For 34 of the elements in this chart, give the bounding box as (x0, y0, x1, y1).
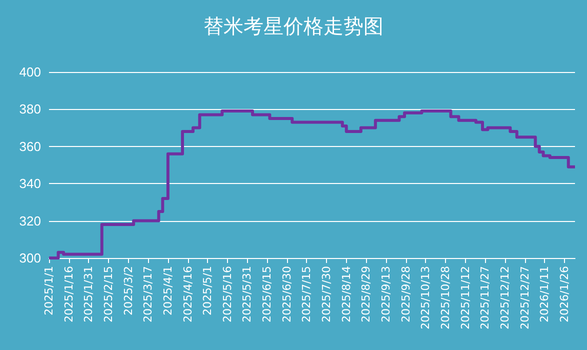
x-tick-label: 2025/7/30 (320, 266, 334, 322)
x-tick-label: 2025/8/14 (340, 266, 353, 322)
x-tick-label: 2025/10/28 (438, 266, 452, 330)
x-tick-label: 2025/11/27 (478, 266, 492, 330)
x-tick-label: 2025/10/13 (419, 266, 432, 330)
x-tick-label: 2025/5/16 (220, 266, 234, 322)
x-tick-label: 2025/4/1 (161, 266, 174, 316)
y-tick-label: 300 (19, 250, 41, 266)
x-tick-label: 2025/4/16 (181, 266, 194, 322)
x-tick-label: 2025/6/30 (280, 266, 294, 322)
x-tick-label: 2025/12/27 (518, 266, 532, 330)
x-tick-label: 2025/9/13 (380, 266, 393, 322)
y-tick-label: 400 (19, 64, 41, 80)
y-tick-label: 320 (19, 213, 41, 228)
x-tick-label: 2025/12/12 (498, 266, 512, 330)
x-tick-label: 2025/1/1 (42, 266, 56, 316)
x-tick-label: 2025/5/31 (240, 266, 254, 322)
x-tick-label: 2025/5/1 (201, 266, 214, 316)
x-tick-label: 2026/1/11 (538, 266, 552, 322)
x-tick-label: 2025/3/17 (142, 266, 155, 322)
y-tick-label: 360 (19, 138, 41, 154)
x-tick-label: 2025/6/15 (260, 266, 274, 322)
x-tick-label: 2025/3/2 (122, 266, 135, 316)
x-tick-label: 2025/1/16 (62, 266, 76, 322)
x-tick-label: 2025/7/15 (300, 266, 314, 322)
x-tick-label: 2025/11/12 (458, 266, 472, 330)
x-tick-label: 2025/9/28 (399, 266, 412, 322)
y-tick-label: 340 (19, 176, 41, 192)
x-tick-label: 2025/2/15 (102, 266, 115, 322)
x-tick-label: 2025/8/29 (360, 266, 373, 322)
x-tick-label: 2026/1/26 (558, 266, 571, 322)
x-tick-label: 2025/1/31 (82, 266, 96, 322)
y-tick-label: 380 (19, 102, 41, 117)
chart-title: 替米考星价格走势图 (204, 16, 384, 38)
